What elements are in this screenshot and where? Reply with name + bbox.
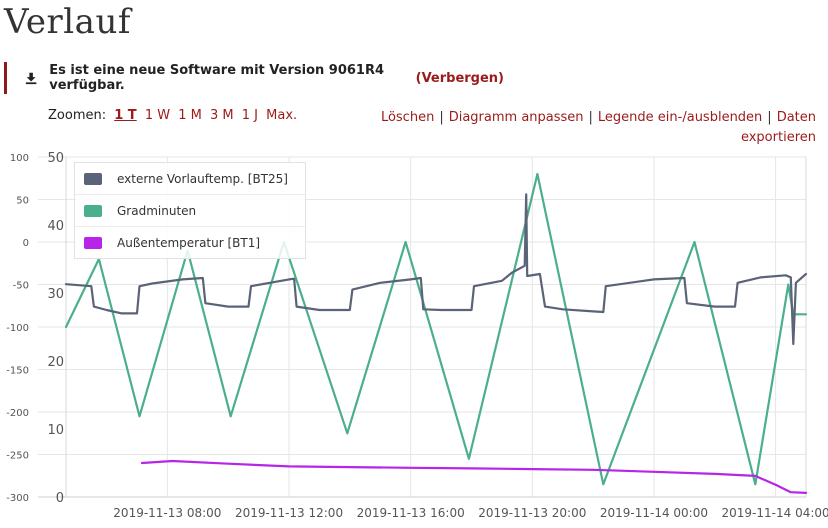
separator: | [588,110,593,125]
y-tick-label-outer: -100 [6,323,29,334]
legend-swatch [84,172,102,185]
y-tick-label-inner: 40 [47,219,64,234]
y-tick-label-inner: 20 [47,355,64,370]
separator: | [767,110,772,125]
delete-link[interactable]: Löschen [380,110,435,125]
chart-actions: Löschen | Diagramm anpassen | Legende ein-/a… [356,108,816,148]
zoom-bar: Zoomen: 1 T 1 W 1 M 3 M 1 J Max. [48,108,297,123]
series-line [64,172,808,486]
x-tick-label: 2019-11-14 04:00 [722,506,828,520]
update-notice: Es ist eine neue Software mit Version 90… [4,62,504,94]
zoom-1-day[interactable]: 1 T [114,108,137,123]
chart-legend: externe Vorlauftemp. [BT25] Gradminuten … [74,162,306,259]
y-tick-label-outer: 50 [16,196,29,207]
y-tick-label-inner: 10 [47,423,64,438]
y-tick-label-inner: 0 [56,491,64,506]
download-icon [25,72,37,85]
y-tick-label-outer: -250 [6,451,29,462]
update-notice-text: Es ist eine neue Software mit Version 90… [49,63,385,93]
y-tick-label-outer: 0 [23,238,29,249]
legend-swatch [84,236,102,249]
toggle-legend-link[interactable]: Legende ein-/ausblenden [597,110,763,125]
zoom-1-week[interactable]: 1 W [144,108,171,123]
legend-swatch [84,204,102,217]
legend-item-gradminuten[interactable]: Gradminuten [75,195,305,227]
y-tick-label-outer: -300 [6,493,29,504]
x-tick-label: 2019-11-14 00:00 [600,506,708,520]
series-line [140,459,808,494]
zoom-3-months[interactable]: 3 M [210,108,234,123]
y-tick-label-outer: -200 [6,408,29,419]
zoom-max[interactable]: Max. [266,108,298,123]
y-tick-label-outer: -150 [6,366,29,377]
x-tick-label: 2019-11-13 08:00 [113,506,221,520]
zoom-1-year[interactable]: 1 J [241,108,259,123]
export-data-link[interactable]: Daten exportieren [740,110,816,145]
x-tick-label: 2019-11-13 16:00 [357,506,465,520]
y-tick-label-outer: -50 [13,281,29,292]
zoom-label: Zoomen: [48,108,107,123]
zoom-1-month[interactable]: 1 M [178,108,202,123]
y-tick-label-inner: 50 [47,151,64,166]
y-tick-label-inner: 30 [47,287,64,302]
page-title: Verlauf [4,2,131,42]
legend-label: Außentemperatur [BT1] [117,235,261,250]
legend-item-aussentemperatur[interactable]: Außentemperatur [BT1] [75,227,305,258]
legend-label: externe Vorlauftemp. [BT25] [117,171,288,186]
x-tick-label: 2019-11-13 20:00 [478,506,586,520]
separator: | [439,110,444,125]
legend-item-vorlauf[interactable]: externe Vorlauftemp. [BT25] [75,163,305,195]
series-line [64,193,808,346]
hide-notice-link[interactable]: (Verbergen) [415,70,504,86]
x-tick-label: 2019-11-13 12:00 [235,506,343,520]
adjust-chart-link[interactable]: Diagramm anpassen [448,110,584,125]
legend-label: Gradminuten [117,203,197,218]
y-tick-label-outer: 100 [10,153,29,164]
